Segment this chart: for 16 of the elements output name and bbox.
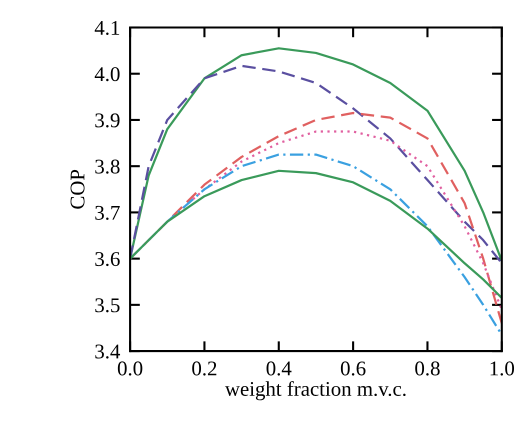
y-tick-label: 3.7 [95,206,120,220]
x-tick-label: 0.8 [415,361,440,376]
x-axis-title: weight fraction m.v.c. [224,381,406,400]
y-tick-label: 4.1 [94,20,120,36]
x-tick-label: 1.0 [490,361,514,376]
x-tick-label: 0.0 [118,361,142,376]
y-tick-label: 3.8 [95,160,120,174]
y-tick-label: 3.6 [95,252,120,266]
x-tick-label: 0.6 [340,361,366,376]
y-axis-title: COP [70,170,85,209]
x-tick-label: 0.2 [192,361,216,376]
y-tick-label: 4.0 [94,67,120,82]
y-tick-label: 3.4 [95,344,120,359]
x-tick-label: 0.4 [266,361,292,376]
y-tick-label: 3.9 [95,113,120,128]
y-tick-label: 3.5 [95,298,120,312]
